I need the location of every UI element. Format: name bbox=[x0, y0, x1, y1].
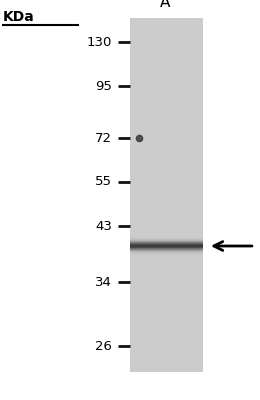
Bar bbox=[130, 18, 203, 372]
FancyArrowPatch shape bbox=[214, 242, 252, 250]
Text: 55: 55 bbox=[95, 176, 112, 188]
Text: 72: 72 bbox=[95, 132, 112, 144]
Text: A: A bbox=[160, 0, 170, 10]
Text: 130: 130 bbox=[86, 36, 112, 48]
Text: 95: 95 bbox=[95, 80, 112, 92]
Text: 26: 26 bbox=[95, 340, 112, 352]
Text: KDa: KDa bbox=[3, 10, 34, 24]
Text: 34: 34 bbox=[95, 276, 112, 288]
Text: 43: 43 bbox=[95, 220, 112, 232]
